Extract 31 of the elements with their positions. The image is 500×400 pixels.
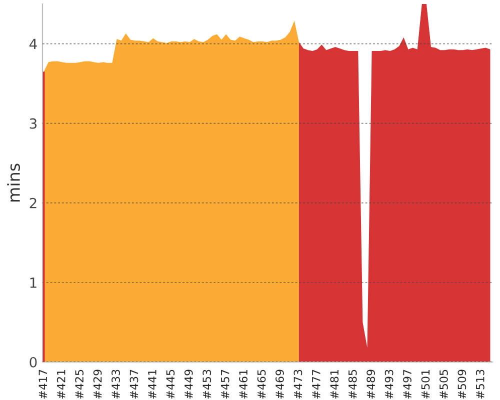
- x-tick-label: #453: [202, 370, 212, 399]
- y-tick-label: 4: [29, 38, 37, 50]
- x-tick-label: #501: [421, 370, 430, 399]
- y-tick-label: 2: [30, 198, 36, 208]
- x-tick-label: #485: [348, 370, 357, 399]
- x-tick-label: #509: [458, 370, 466, 399]
- x-tick-label: #497: [403, 370, 412, 399]
- x-tick-label: #421: [56, 370, 66, 399]
- x-tick-label: #449: [184, 370, 193, 399]
- y-tick-label: 0: [30, 356, 37, 368]
- x-tick-label: #489: [366, 370, 376, 399]
- y-axis-title: mins: [7, 164, 20, 202]
- y-tick-label: 1: [30, 278, 36, 288]
- x-tick-label: #513: [476, 370, 484, 399]
- x-tick-label: #473: [294, 370, 302, 399]
- x-tick-label: #437: [130, 370, 138, 399]
- x-tick-label: #477: [312, 370, 320, 399]
- x-tick-label: #445: [166, 370, 175, 399]
- x-tick-label: #457: [221, 370, 230, 399]
- x-tick-label: #417: [38, 370, 47, 399]
- x-tick-label: #465: [257, 370, 266, 399]
- x-tick-label: #505: [439, 370, 448, 399]
- x-tick-label: #461: [239, 370, 248, 399]
- x-tick-label: #481: [330, 370, 339, 399]
- x-tick-label: #441: [148, 370, 156, 399]
- x-tick-label: #429: [93, 370, 102, 399]
- x-tick-label: #469: [276, 370, 284, 399]
- x-tick-label: #433: [112, 370, 120, 399]
- x-tick-label: #425: [75, 370, 84, 399]
- y-tick-label: 3: [30, 118, 37, 129]
- x-tick-label: #493: [384, 370, 394, 399]
